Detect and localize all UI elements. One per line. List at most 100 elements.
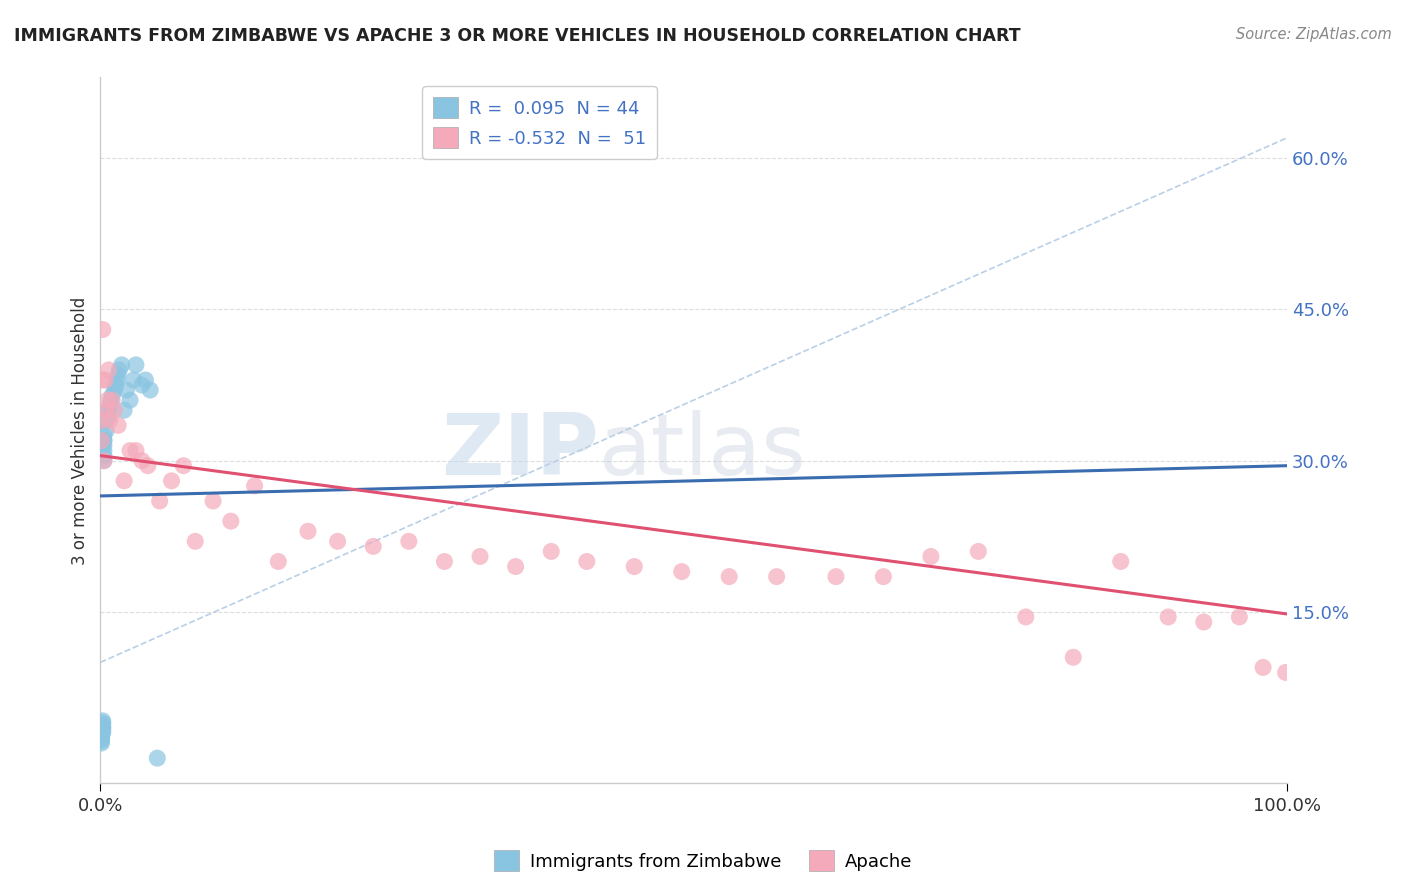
Point <box>505 559 527 574</box>
Point <box>872 569 894 583</box>
Point <box>101 388 124 402</box>
Point <box>91 723 114 738</box>
Point <box>96 393 118 408</box>
Text: IMMIGRANTS FROM ZIMBABWE VS APACHE 3 OR MORE VEHICLES IN HOUSEHOLD CORRELATION C: IMMIGRANTS FROM ZIMBABWE VS APACHE 3 OR … <box>14 27 1021 45</box>
Point <box>468 549 491 564</box>
Point <box>90 736 112 750</box>
Point <box>90 726 112 740</box>
Point <box>134 373 156 387</box>
Point <box>96 403 118 417</box>
Point <box>104 378 127 392</box>
Point <box>90 728 112 742</box>
Point <box>112 403 135 417</box>
Point <box>146 751 169 765</box>
Point <box>93 453 115 467</box>
Point <box>1109 554 1132 568</box>
Point <box>90 413 112 427</box>
Point <box>93 434 115 448</box>
Point <box>112 474 135 488</box>
Point <box>101 393 124 408</box>
Point <box>118 393 141 408</box>
Point <box>575 554 598 568</box>
Point <box>107 368 129 382</box>
Text: ZIP: ZIP <box>441 410 599 493</box>
Point <box>97 363 120 377</box>
Point <box>93 434 115 448</box>
Point <box>90 734 112 748</box>
Y-axis label: 3 or more Vehicles in Household: 3 or more Vehicles in Household <box>72 296 89 565</box>
Point <box>1062 650 1084 665</box>
Point <box>184 534 207 549</box>
Point <box>91 322 114 336</box>
Point <box>172 458 194 473</box>
Point <box>91 715 114 730</box>
Point <box>93 443 115 458</box>
Point <box>125 443 148 458</box>
Point <box>1157 610 1180 624</box>
Point <box>91 373 114 387</box>
Point <box>108 363 131 377</box>
Point <box>118 443 141 458</box>
Point <box>160 474 183 488</box>
Point <box>765 569 787 583</box>
Point <box>103 383 125 397</box>
Point <box>202 494 225 508</box>
Point <box>93 453 115 467</box>
Point <box>105 373 128 387</box>
Point <box>100 393 122 408</box>
Legend: Immigrants from Zimbabwe, Apache: Immigrants from Zimbabwe, Apache <box>486 843 920 879</box>
Point <box>107 418 129 433</box>
Point <box>361 540 384 554</box>
Text: atlas: atlas <box>599 410 807 493</box>
Point <box>718 569 741 583</box>
Point <box>825 569 848 583</box>
Point <box>90 731 112 745</box>
Point <box>1192 615 1215 629</box>
Point <box>122 373 145 387</box>
Point <box>267 554 290 568</box>
Point <box>91 714 114 728</box>
Point <box>125 358 148 372</box>
Point <box>297 524 319 539</box>
Point <box>623 559 645 574</box>
Point <box>91 721 114 735</box>
Point <box>93 449 115 463</box>
Point <box>1251 660 1274 674</box>
Point <box>671 565 693 579</box>
Point <box>326 534 349 549</box>
Point <box>98 398 121 412</box>
Point <box>1227 610 1250 624</box>
Point <box>91 718 114 732</box>
Point <box>103 403 125 417</box>
Point <box>91 726 114 740</box>
Point <box>219 514 242 528</box>
Point <box>149 494 172 508</box>
Point <box>139 383 162 397</box>
Point <box>398 534 420 549</box>
Point <box>433 554 456 568</box>
Point <box>94 373 117 387</box>
Point <box>96 403 118 417</box>
Point <box>131 453 153 467</box>
Point <box>96 424 118 438</box>
Point <box>1274 665 1296 680</box>
Legend: R =  0.095  N = 44, R = -0.532  N =  51: R = 0.095 N = 44, R = -0.532 N = 51 <box>422 87 657 159</box>
Point <box>967 544 990 558</box>
Point <box>111 358 134 372</box>
Point <box>90 726 112 740</box>
Point <box>90 726 112 740</box>
Point <box>91 721 114 735</box>
Point <box>540 544 562 558</box>
Point <box>98 413 121 427</box>
Point <box>93 428 115 442</box>
Point <box>97 409 120 423</box>
Point <box>1015 610 1038 624</box>
Point <box>115 383 138 397</box>
Point <box>136 458 159 473</box>
Point <box>90 434 112 448</box>
Point <box>90 731 112 745</box>
Point <box>920 549 942 564</box>
Point <box>243 479 266 493</box>
Point <box>93 438 115 452</box>
Point <box>96 413 118 427</box>
